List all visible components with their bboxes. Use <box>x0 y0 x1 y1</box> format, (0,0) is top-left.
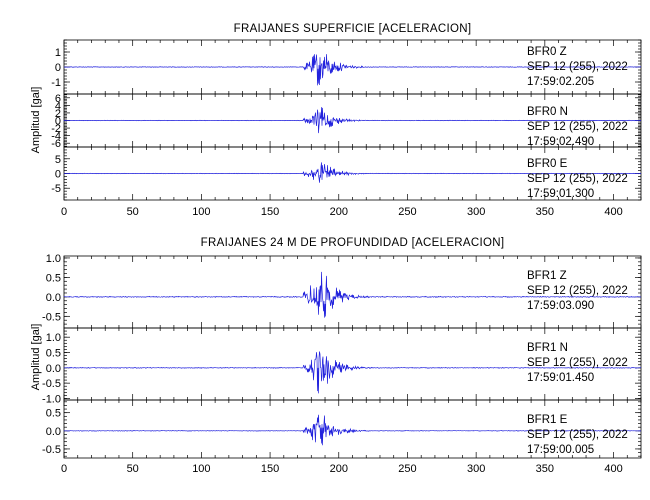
station-label: BFR0 E <box>527 158 568 170</box>
waveform-trace <box>63 54 642 86</box>
y-tick-label: 0.0 <box>46 426 61 438</box>
y-tick-label: -1 <box>51 77 61 89</box>
waveform-trace <box>63 162 641 183</box>
x-tick-label: 0 <box>61 463 67 475</box>
trace-time: 17:59:03.090 <box>527 300 594 312</box>
y-axis-label: Amplitud [gal] <box>30 87 42 154</box>
x-tick-label: 400 <box>604 206 622 218</box>
y-tick-label: -0.5 <box>42 444 61 456</box>
x-tick-label: 250 <box>398 463 416 475</box>
trace-panel-3: 0.5 0.0 -0.5 BFR1 E SEP 12 (255), 2022 17:59:… <box>42 399 642 459</box>
station-label: BFR0 N <box>527 106 568 118</box>
trace-time: 17:59:01.450 <box>527 372 594 384</box>
trace-panel-2: 1.0 0.5 0.0 -0.5 -1.0 BFR1 N SEP 12 (255), 202… <box>42 327 642 405</box>
station-label: BFR1 Z <box>527 270 567 282</box>
trace-date: SEP 12 (255), 2022 <box>527 121 628 133</box>
chart-group-1: FRAIJANES SUPERFICIE [ACELERACION] Amplit… <box>30 23 642 218</box>
y-tick-label: 0.5 <box>46 348 61 360</box>
trace-date: SEP 12 (255), 2022 <box>527 173 628 185</box>
waveform-trace <box>63 414 642 446</box>
y-tick-label: 0.5 <box>46 408 61 420</box>
x-tick-label: 300 <box>467 463 485 475</box>
x-tick-label: 350 <box>536 206 554 218</box>
y-tick-label: 1 <box>55 47 61 59</box>
station-label: BFR1 E <box>527 414 568 426</box>
x-tick-label: 250 <box>398 206 416 218</box>
y-tick-label: -0.5 <box>42 378 61 390</box>
y-tick-label: 0.0 <box>46 292 61 304</box>
trace-date: SEP 12 (255), 2022 <box>527 285 628 297</box>
trace-time: 17:59:01.300 <box>527 188 594 200</box>
y-tick-label: -4 <box>51 131 61 143</box>
y-tick-label: -6 <box>51 138 61 150</box>
trace-time: 17:59:02.205 <box>527 76 594 88</box>
trace-panel-1: 1 0 -1 BFR0 Z SEP 12 (255), 2022 17:59:02.205 <box>51 39 642 95</box>
y-tick-label: 5 <box>55 154 61 166</box>
x-tick-label: 100 <box>192 463 210 475</box>
x-tick-label: 200 <box>330 463 348 475</box>
y-tick-label: 0 <box>55 169 61 181</box>
trace-date: SEP 12 (255), 2022 <box>527 357 628 369</box>
chart-title: FRAIJANES 24 M DE PROFUNDIDAD [ACELERACI… <box>201 237 505 249</box>
trace-date: SEP 12 (255), 2022 <box>527 429 628 441</box>
x-tick-label: 50 <box>127 206 139 218</box>
station-label: BFR0 Z <box>527 46 567 58</box>
x-tick-label: 400 <box>604 463 622 475</box>
y-tick-label: 2 <box>55 108 61 120</box>
y-tick-label: 0 <box>55 62 61 74</box>
y-tick-label: 0 <box>55 116 61 128</box>
x-tick-label: 150 <box>261 206 279 218</box>
y-tick-label: 0.0 <box>46 363 61 375</box>
trace-date: SEP 12 (255), 2022 <box>527 61 628 73</box>
x-tick-label: 150 <box>261 463 279 475</box>
x-tick-label: 300 <box>467 206 485 218</box>
trace-panel-3: 5 0 -5 BFR0 E SEP 12 (255), 2022 17:59:01.300 <box>51 146 642 201</box>
station-label: BFR1 N <box>527 342 568 354</box>
chart-group-2: FRAIJANES 24 M DE PROFUNDIDAD [ACELERACI… <box>30 237 642 475</box>
y-tick-label: -5 <box>51 183 61 195</box>
y-tick-label: -2 <box>51 123 61 135</box>
y-tick-label: 1.0 <box>46 253 61 265</box>
y-axis-label: Amplitud [gal] <box>30 324 42 391</box>
y-tick-label: -0.5 <box>42 311 61 323</box>
chart-title: FRAIJANES SUPERFICIE [ACELERACION] <box>234 23 472 35</box>
y-tick-label: 1.0 <box>46 332 61 344</box>
x-tick-label: 200 <box>330 206 348 218</box>
x-tick-label: 0 <box>61 206 67 218</box>
y-tick-label: -1.0 <box>42 393 61 405</box>
trace-time: 17:59:02.490 <box>527 136 594 148</box>
waveform-trace <box>63 271 642 318</box>
x-tick-label: 100 <box>192 206 210 218</box>
trace-time: 17:59:00.005 <box>527 444 594 456</box>
trace-panel-1: 1.0 0.5 0.0 -0.5 BFR1 Z SEP 12 (255), 2022 17:… <box>42 253 642 329</box>
waveform-trace <box>63 107 642 134</box>
x-tick-label: 350 <box>536 463 554 475</box>
y-tick-label: 4 <box>55 100 61 112</box>
waveform-trace <box>63 351 642 394</box>
x-tick-label: 50 <box>127 463 139 475</box>
y-tick-label: 0.5 <box>46 272 61 284</box>
y-tick-label: 6 <box>55 93 61 105</box>
